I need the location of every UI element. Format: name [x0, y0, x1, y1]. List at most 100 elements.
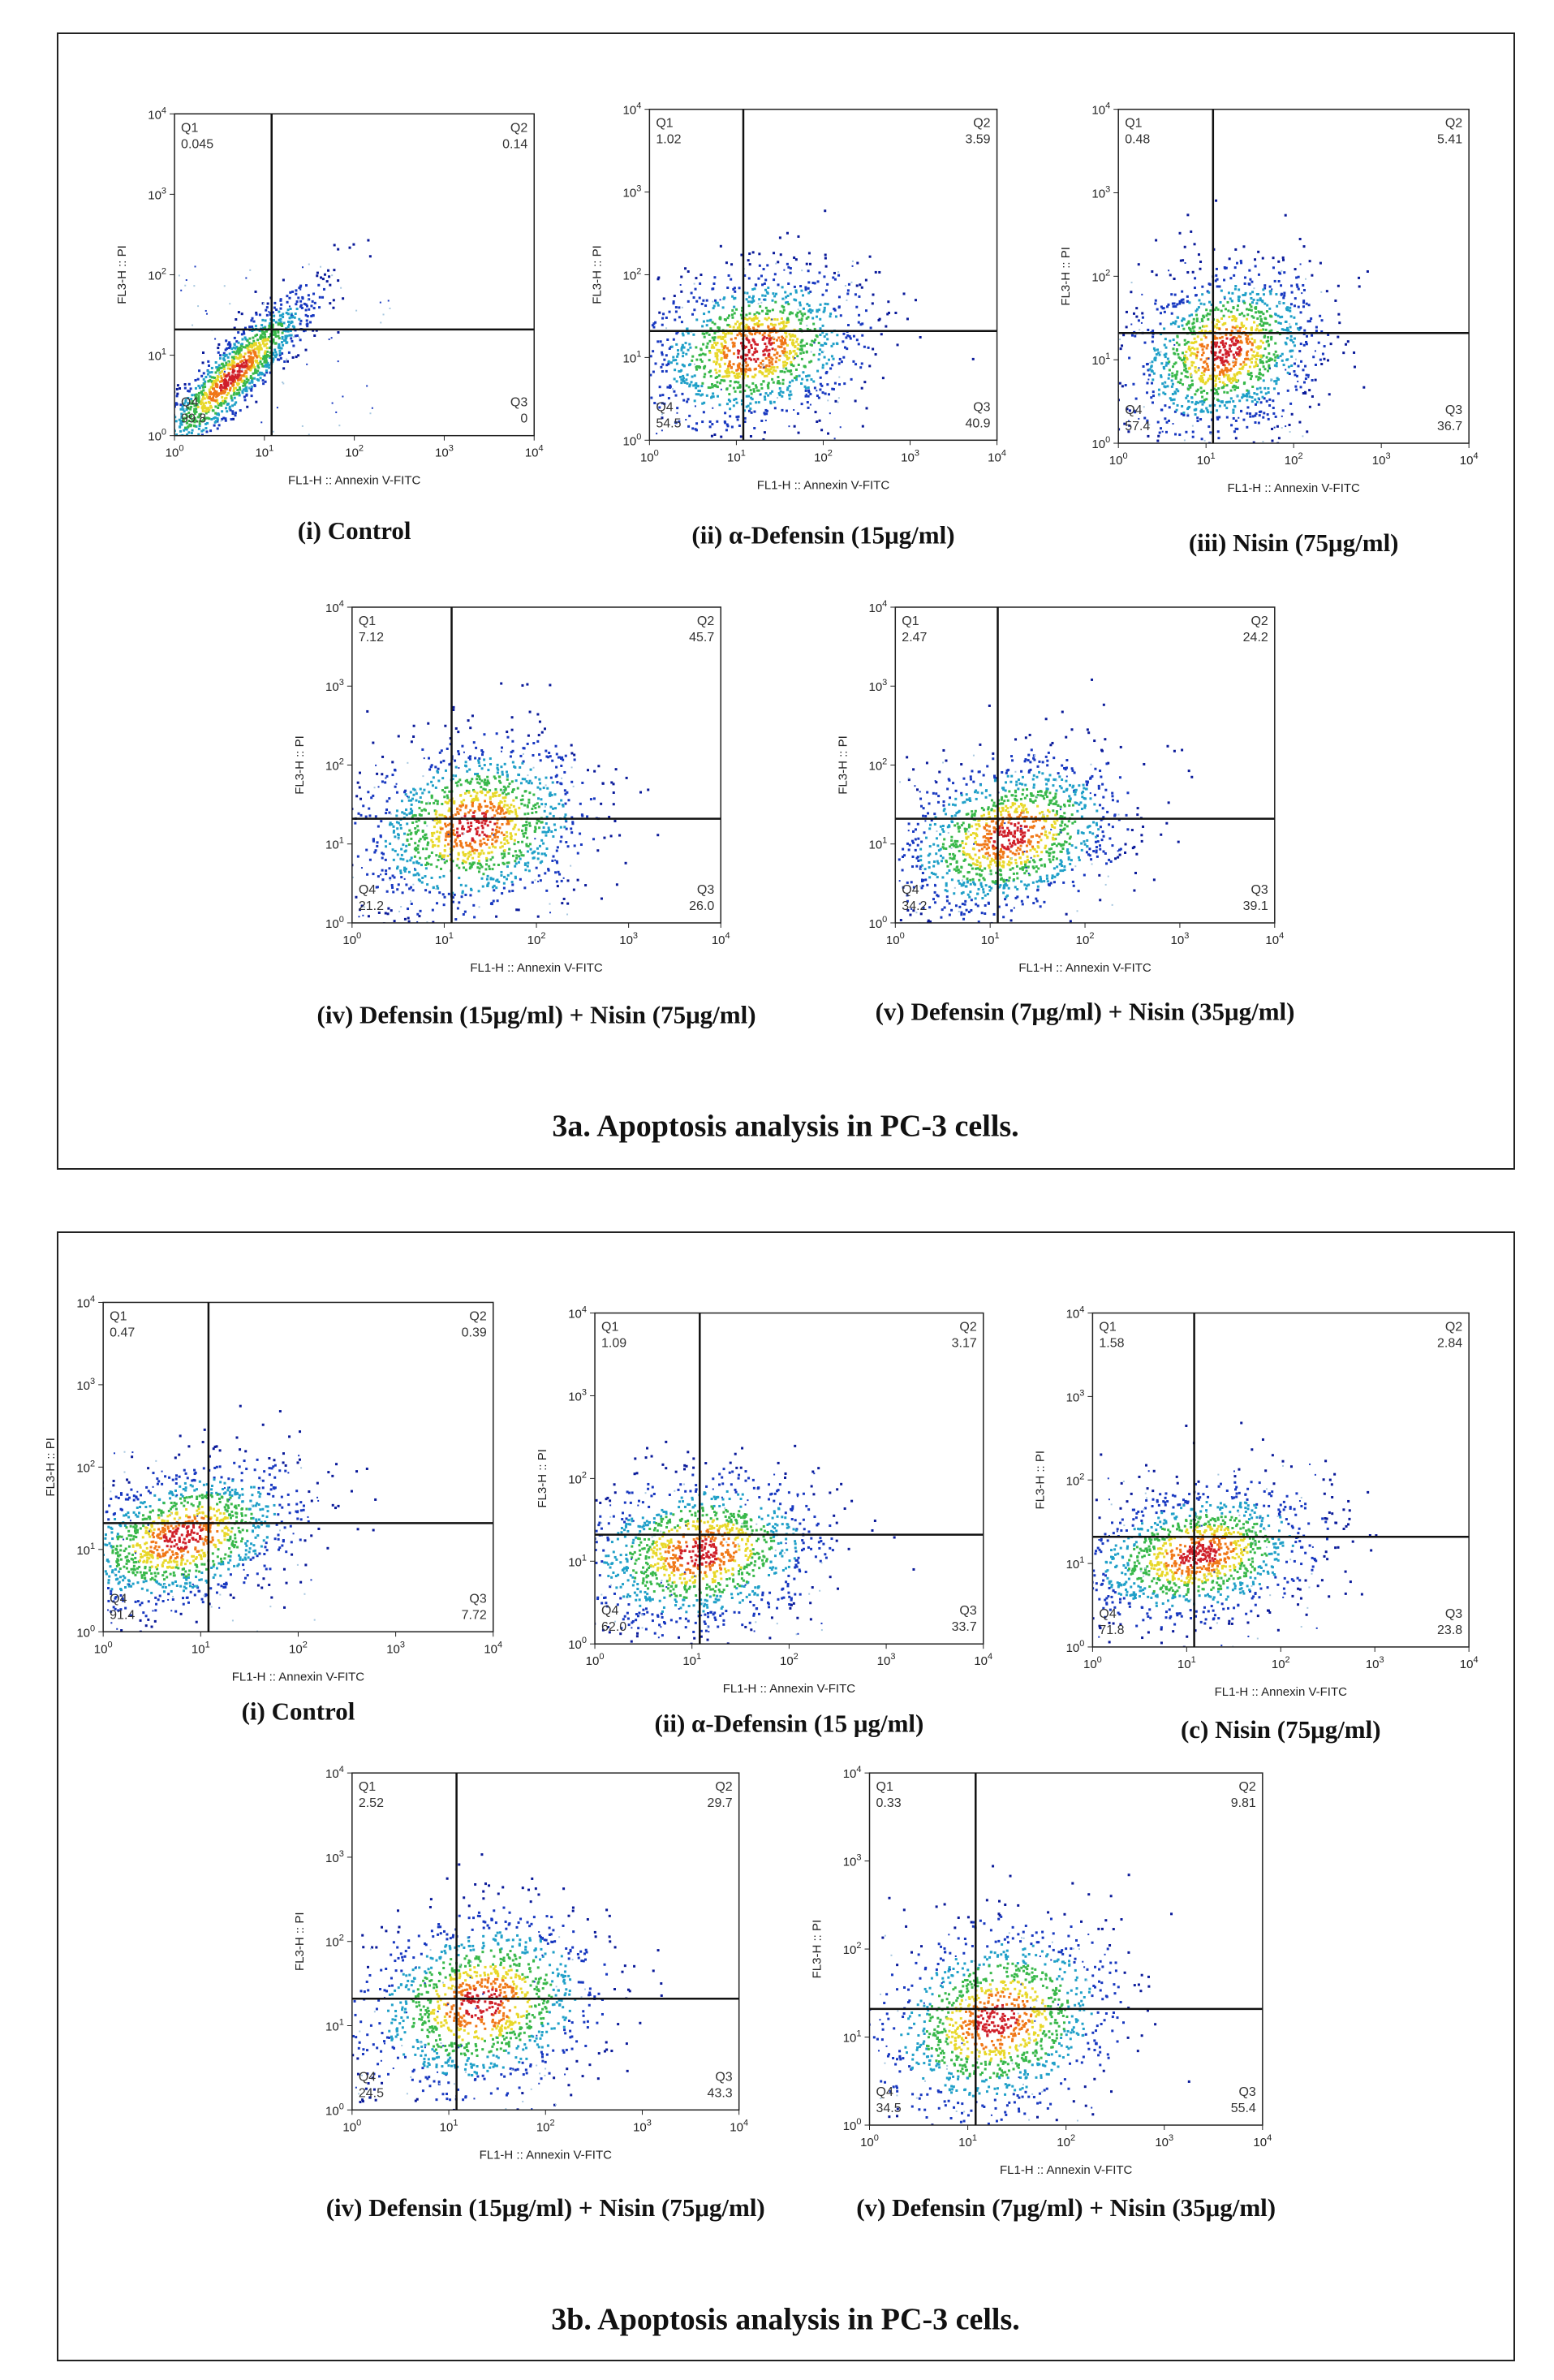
event-dot	[269, 356, 272, 360]
event-dot	[1311, 274, 1314, 277]
tick-exponent: 3	[161, 186, 166, 196]
event-dot	[832, 357, 835, 360]
event-dot	[295, 300, 299, 304]
event-dot	[345, 822, 347, 825]
event-dot	[266, 302, 269, 305]
event-dot	[579, 832, 582, 835]
event-dot	[517, 908, 520, 912]
event-dot	[392, 830, 395, 834]
figure-frame	[57, 32, 1515, 1170]
event-dot	[185, 413, 188, 416]
event-dot	[381, 780, 384, 783]
event-dot	[126, 449, 128, 451]
event-dot	[197, 441, 200, 443]
event-dot	[1259, 329, 1263, 332]
event-dot	[812, 380, 816, 383]
event-dot	[144, 463, 147, 465]
quadrant-name: Q1	[656, 117, 673, 131]
event-dot	[254, 370, 257, 373]
event-dot	[217, 424, 221, 427]
event-dot	[246, 339, 249, 343]
event-dot	[789, 271, 792, 274]
event-dot	[469, 887, 472, 890]
event-dot	[1182, 358, 1186, 361]
event-dot	[214, 420, 217, 423]
event-dot	[1245, 327, 1248, 330]
event-dot	[213, 416, 217, 419]
event-dot	[1275, 382, 1278, 386]
event-dot	[483, 764, 486, 767]
event-dot	[822, 350, 824, 352]
event-dot	[547, 868, 550, 871]
event-dot	[753, 426, 756, 429]
event-dot	[511, 739, 514, 743]
event-dot	[223, 400, 226, 403]
event-dot	[821, 331, 824, 334]
event-dot	[785, 325, 788, 328]
event-dot	[781, 370, 784, 373]
event-dot	[286, 300, 289, 304]
event-dot	[1207, 357, 1210, 360]
tick-base: 10	[623, 434, 637, 448]
event-dot	[712, 395, 715, 399]
event-dot	[233, 343, 236, 347]
event-dot	[224, 397, 227, 400]
event-dot	[770, 366, 773, 369]
event-dot	[298, 336, 300, 338]
event-dot	[754, 373, 757, 377]
event-dot	[460, 895, 463, 899]
event-dot	[1219, 336, 1222, 339]
event-dot	[1233, 364, 1237, 367]
event-dot	[432, 886, 435, 889]
event-dot	[257, 354, 260, 357]
event-dot	[1320, 319, 1324, 322]
event-dot	[501, 861, 505, 864]
event-dot	[526, 864, 529, 868]
event-dot	[689, 346, 692, 349]
event-dot	[268, 324, 271, 327]
event-dot	[789, 350, 792, 353]
event-dot	[708, 370, 711, 373]
event-dot	[342, 297, 345, 300]
event-dot	[559, 782, 562, 785]
event-dot	[1167, 377, 1170, 380]
event-dot	[1195, 475, 1197, 477]
event-dot	[259, 357, 262, 360]
event-dot	[1241, 325, 1244, 328]
event-dot	[463, 910, 467, 913]
event-dot	[1210, 303, 1213, 306]
event-dot	[704, 304, 708, 308]
event-dot	[1164, 392, 1167, 395]
event-dot	[666, 338, 669, 341]
event-dot	[231, 382, 235, 386]
event-dot	[263, 327, 266, 330]
event-dot	[290, 316, 293, 319]
event-dot	[1169, 397, 1172, 400]
event-dot	[1235, 379, 1238, 382]
event-dot	[269, 326, 272, 329]
event-dot	[728, 360, 731, 364]
event-dot	[551, 807, 554, 810]
event-dot	[1234, 419, 1238, 422]
event-dot	[280, 323, 283, 326]
event-dot	[747, 277, 751, 280]
event-dot	[692, 296, 695, 300]
event-dot	[193, 440, 196, 442]
event-dot	[410, 812, 413, 815]
event-dot	[200, 429, 204, 433]
event-dot	[1214, 351, 1217, 354]
event-dot	[213, 424, 216, 427]
event-dot	[228, 407, 231, 410]
event-dot	[1227, 351, 1230, 354]
event-dot	[769, 368, 773, 371]
event-dot	[237, 378, 240, 382]
event-dot	[747, 304, 751, 308]
x-tick-label: 101	[1197, 451, 1216, 468]
event-dot	[1281, 256, 1285, 259]
event-dot	[1220, 317, 1224, 320]
event-dot	[1258, 371, 1261, 374]
event-dot	[528, 779, 532, 783]
event-dot	[243, 326, 247, 330]
event-dot	[774, 300, 777, 304]
event-dot	[158, 453, 161, 455]
